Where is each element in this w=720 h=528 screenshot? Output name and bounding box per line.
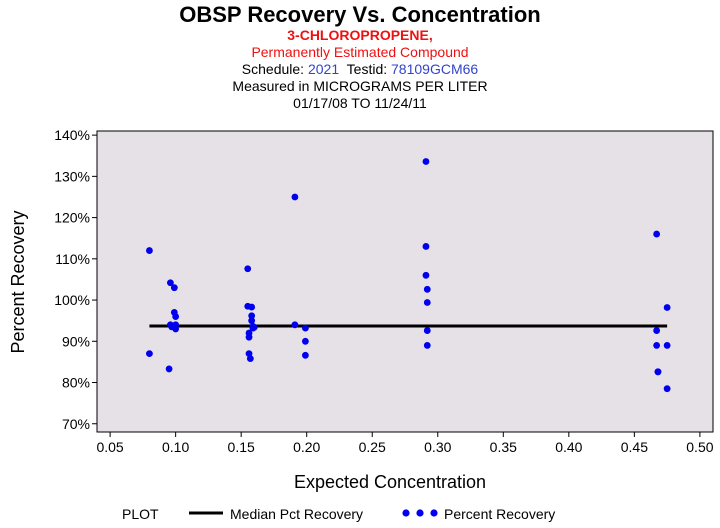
plot-area xyxy=(96,130,714,433)
recovery-point xyxy=(248,303,256,311)
recovery-point xyxy=(301,351,309,359)
x-tick-label: 0.50 xyxy=(686,439,713,455)
recovery-point xyxy=(654,368,662,376)
recovery-point xyxy=(663,385,671,393)
measured-units: Measured in MICROGRAMS PER LITER xyxy=(232,78,488,94)
recovery-point xyxy=(248,312,256,320)
x-axis-label: Expected Concentration xyxy=(294,472,486,492)
y-tick-label: 70% xyxy=(62,416,90,432)
x-tick-label: 0.25 xyxy=(359,439,386,455)
recovery-point xyxy=(422,271,430,279)
y-tick-label: 80% xyxy=(62,375,90,391)
recovery-point xyxy=(663,342,671,349)
recovery-point xyxy=(146,350,153,358)
y-tick-label: 140% xyxy=(54,127,90,143)
testid-label: Testid: xyxy=(346,61,388,77)
legend-median-label: Median Pct Recovery xyxy=(230,506,363,522)
x-tick-label: 0.30 xyxy=(424,439,451,455)
testid-value: 78109GCM66 xyxy=(391,61,479,77)
recovery-point xyxy=(166,279,174,287)
x-tick-label: 0.10 xyxy=(162,439,189,455)
x-tick-label: 0.05 xyxy=(96,439,123,455)
recovery-point xyxy=(170,284,178,292)
x-tick-label: 0.40 xyxy=(555,439,582,455)
y-tick-label: 90% xyxy=(62,333,90,349)
recovery-point xyxy=(250,323,258,331)
date-range: 01/17/08 TO 11/24/11 xyxy=(293,95,427,111)
legend: PLOT Median Pct Recovery Percent Recover… xyxy=(122,506,555,522)
recovery-point xyxy=(244,265,252,273)
legend-plot-label: PLOT xyxy=(122,506,159,522)
legend-recovery-label: Percent Recovery xyxy=(444,506,555,522)
y-tick-label: 120% xyxy=(54,210,90,226)
compound-note: Permanently Estimated Compound xyxy=(251,44,469,60)
x-tick-label: 0.20 xyxy=(293,439,320,455)
recovery-point xyxy=(172,313,180,320)
legend-point-swatch xyxy=(402,509,410,517)
recovery-point xyxy=(248,317,256,325)
recovery-point xyxy=(301,324,309,332)
x-tick-label: 0.15 xyxy=(228,439,255,455)
recovery-point xyxy=(423,327,431,334)
legend-point-swatch xyxy=(430,509,438,517)
recovery-point xyxy=(291,193,299,201)
recovery-point xyxy=(246,355,254,363)
compound-name: 3-CHLOROPROPENE, xyxy=(287,27,433,43)
recovery-point xyxy=(653,327,661,334)
y-tick-label: 100% xyxy=(54,292,90,308)
schedule-line: Schedule: 2021 Testid: 78109GCM66 xyxy=(0,61,720,77)
recovery-point xyxy=(172,325,180,333)
recovery-point xyxy=(165,365,173,373)
recovery-point xyxy=(423,342,431,349)
recovery-point xyxy=(653,342,661,349)
recovery-point xyxy=(423,299,431,306)
recovery-point xyxy=(423,285,431,293)
legend-point-swatch xyxy=(416,509,424,517)
schedule-label: Schedule: xyxy=(241,61,305,77)
recovery-point xyxy=(291,321,299,329)
recovery-point xyxy=(245,333,253,341)
recovery-point xyxy=(422,243,430,250)
recovery-point xyxy=(146,247,153,254)
recovery-point xyxy=(422,158,430,165)
y-axis-label: Percent Recovery xyxy=(8,210,28,353)
recovery-point xyxy=(301,337,309,345)
schedule-value: 2021 xyxy=(307,61,340,77)
y-tick-label: 110% xyxy=(55,251,90,267)
x-tick-label: 0.45 xyxy=(621,439,648,455)
recovery-point xyxy=(653,230,661,238)
y-tick-label: 130% xyxy=(54,168,90,184)
chart-title: OBSP Recovery Vs. Concentration xyxy=(179,2,541,27)
x-tick-label: 0.35 xyxy=(490,439,517,455)
recovery-point xyxy=(663,304,671,311)
